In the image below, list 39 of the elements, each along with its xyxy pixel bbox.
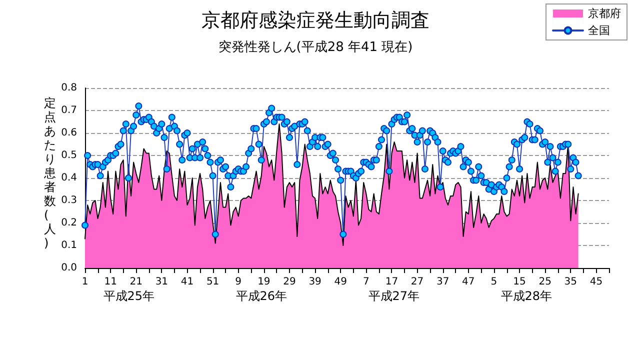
y-tick-label: 0.6 [61, 128, 77, 138]
y-tick-label: 0.0 [61, 262, 77, 274]
chart-title: 京都府感染症発生動向調査 [202, 10, 430, 32]
legend-label: 京都府 [588, 7, 621, 20]
x-tick-label: 27 [410, 276, 424, 288]
y-tick-label: 0.7 [61, 105, 77, 116]
text: 定点あたり患者数(人) [44, 96, 56, 250]
x-tick-label: 45 [590, 276, 603, 288]
x-tick-label: 41 [180, 276, 194, 288]
x-tick-label: 49 [334, 276, 347, 288]
x-tick-label: 5 [490, 276, 498, 288]
x-tick-label: 31 [155, 276, 168, 288]
y-tick-label: 0.2 [61, 218, 77, 228]
x-tick-label: 29 [283, 276, 296, 288]
x-tick-label: 19 [258, 276, 270, 288]
x-tick-label: 47 [462, 276, 475, 288]
x-tick-label: 51 [206, 276, 220, 288]
y-tick-label: 0.8 [61, 82, 77, 94]
x-tick-label: 25 [538, 276, 552, 288]
x-tick-label: 35 [564, 276, 578, 288]
x-tick-label: 39 [308, 276, 322, 288]
x-tick-label: 1 [82, 276, 88, 288]
x-tick-label: 9 [235, 276, 242, 288]
x-tick-label: 7 [362, 276, 370, 288]
x-tick-label: 11 [104, 276, 117, 288]
legend-label: 全国 [588, 24, 610, 37]
y-tick-label: 0.3 [61, 195, 77, 206]
x-tick-label: 17 [385, 276, 398, 288]
x-tick-label: 21 [130, 276, 142, 288]
text: 平成25年 [103, 289, 155, 303]
y-tick-label: 0.5 [61, 150, 77, 161]
text: 平成28年 [500, 289, 552, 303]
y-tick-label: 0.4 [61, 172, 77, 184]
chart-subtitle: 突発性発しん(平成28 年41 現在) [218, 40, 413, 55]
text: 平成27年 [368, 289, 420, 303]
y-tick-label: 0.1 [61, 240, 77, 251]
x-tick-label: 37 [436, 276, 450, 288]
x-tick-label: 15 [513, 276, 526, 288]
text: 平成26年 [236, 289, 288, 303]
